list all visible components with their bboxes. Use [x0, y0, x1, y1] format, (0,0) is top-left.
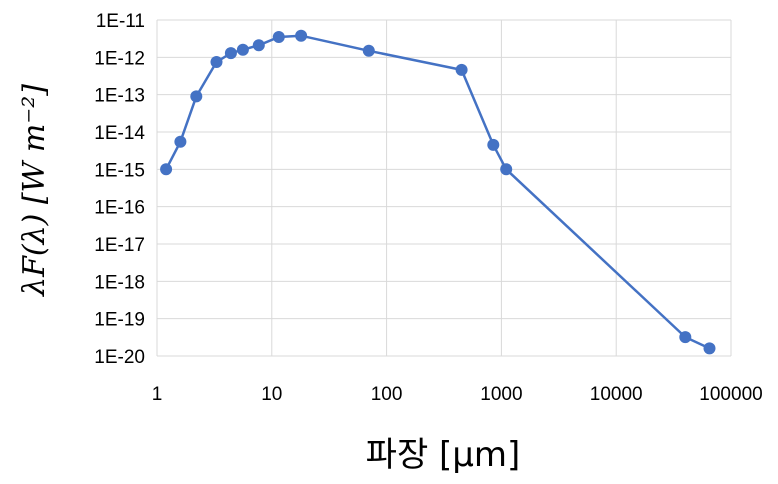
gridlines [156, 19, 732, 357]
tick-labels: 1 10 100 1000 10000 100000 1E-11 1E-12 1E-13 1E-1… [94, 11, 762, 405]
x-tick-label: 100 [371, 384, 403, 405]
y-tick-label: 1E-13 [94, 86, 145, 107]
x-tick-label: 10000 [590, 384, 643, 405]
data-point [190, 90, 203, 103]
x-tick-label: 1 [152, 384, 163, 405]
data-point [455, 63, 468, 76]
data-point [272, 31, 285, 43]
data-point [500, 163, 513, 176]
data-point [487, 138, 500, 151]
x-tick-label: 100000 [699, 384, 762, 405]
y-tick-label: 1E-16 [94, 198, 145, 219]
y-tick-label: 1E-17 [94, 235, 145, 256]
data-point [703, 342, 716, 355]
data-point [210, 56, 223, 68]
data-point [252, 39, 265, 52]
data-point [160, 163, 173, 176]
y-tick-label: 1E-15 [94, 160, 145, 181]
y-tick-label: 1E-12 [94, 48, 145, 69]
y-axis-title: λF(λ) [W m⁻²] [17, 84, 52, 297]
y-tick-label: 1E-18 [94, 272, 145, 293]
x-tick-label: 10 [261, 384, 282, 405]
data-point [679, 331, 692, 344]
data-point [174, 135, 187, 148]
data-point [295, 29, 308, 42]
x-axis-title: 파장 [μm] [366, 435, 521, 475]
series-line [164, 34, 711, 350]
data-point [236, 43, 249, 56]
y-tick-label: 1E-20 [94, 347, 145, 368]
y-tick-label: 1E-11 [96, 11, 145, 32]
data-point [362, 44, 375, 57]
y-tick-label: 1E-19 [94, 310, 145, 331]
y-tick-label: 1E-14 [94, 123, 145, 144]
x-tick-label: 1000 [480, 384, 522, 405]
data-point [224, 47, 237, 60]
series [160, 29, 716, 355]
